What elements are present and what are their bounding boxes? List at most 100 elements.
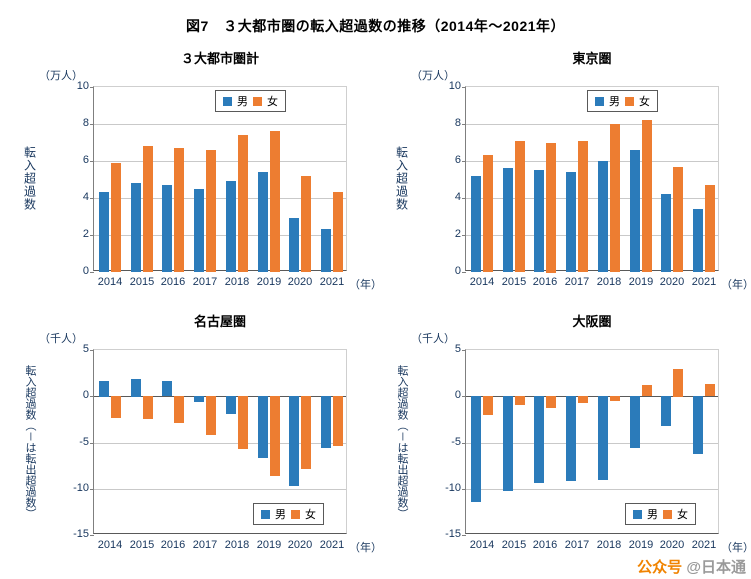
bar-female-2015: [143, 396, 153, 419]
y-tick-mark: [462, 443, 466, 444]
x-tick-label: 2016: [532, 276, 558, 288]
watermark-handle: @日本通: [686, 559, 746, 576]
y-tick-mark: [462, 124, 466, 125]
bar-female-2020: [673, 369, 683, 397]
x-tick-label: 2015: [501, 539, 527, 551]
bar-male-2016: [162, 381, 172, 396]
bar-female-2016: [546, 396, 556, 408]
y-axis-label-wrap: 転入超過数: [17, 86, 43, 271]
x-tick-label: 2014: [469, 539, 495, 551]
y-tick-label: 0: [454, 265, 461, 277]
y-axis-unit-label: （万人）: [39, 70, 83, 82]
y-tick-label: 4: [454, 191, 461, 203]
zero-line: [94, 396, 346, 397]
x-tick-label: 2017: [192, 539, 218, 551]
bar-female-2018: [238, 396, 248, 449]
bar-female-2016: [174, 148, 184, 272]
y-tick-label: 5: [82, 343, 89, 355]
bar-male-2019: [630, 150, 640, 272]
plot-area: （年） 0 2 4 6 8 10 2014 2015 2016 2017 2018 2019 2020 2…: [77, 80, 382, 291]
x-tick-label: 2020: [659, 276, 685, 288]
y-tick-mark: [90, 396, 94, 397]
y-axis-label-wrap: 転入超過数: [389, 86, 415, 271]
y-tick-label: 0: [82, 265, 89, 277]
y-axis-label: 転入超過数（－は転出超過数）: [24, 364, 36, 519]
y-tick-mark: [462, 235, 466, 236]
gridline: [466, 489, 718, 490]
y-tick-label: 4: [82, 191, 89, 203]
bar-female-2014: [111, 396, 121, 418]
y-tick-label: 6: [454, 154, 461, 166]
bar-male-2015: [131, 379, 141, 397]
y-tick-label: 2: [454, 228, 461, 240]
x-tick-label: 2020: [287, 539, 313, 551]
female-legend-label: 女: [305, 509, 316, 521]
y-tick-label: -15: [445, 528, 461, 540]
y-tick-label: 10: [76, 80, 89, 92]
male-legend-label: 男: [237, 96, 248, 108]
bar-male-2018: [226, 396, 236, 414]
bar-female-2018: [238, 135, 248, 272]
chart-title: 大阪圏: [572, 314, 612, 329]
zero-line: [466, 396, 718, 397]
bar-male-2014: [99, 381, 109, 397]
x-axis-unit-label: （年）: [349, 542, 382, 554]
plot-area: （年） 0 2 4 6 8 10 2014 2015 2016 2017 2018 2019 2020 2…: [449, 80, 751, 291]
legend: 男 女: [587, 90, 658, 112]
female-legend-swatch: [291, 509, 300, 519]
y-tick-label: 6: [82, 154, 89, 166]
female-legend-label: 女: [639, 96, 650, 108]
bar-female-2019: [642, 120, 652, 272]
y-tick-label: -10: [445, 482, 461, 494]
chart-nagoya-area: 名古屋圏 （千人） 転入超過数（－は転出超過数） （年） -15 -10 -5 0 5 2…: [3, 309, 382, 564]
x-tick-label: 2014: [97, 539, 123, 551]
y-tick-label: 0: [82, 389, 89, 401]
y-tick-label: 0: [454, 389, 461, 401]
female-legend-label: 女: [677, 509, 688, 521]
bar-female-2015: [515, 396, 525, 405]
x-tick-label: 2019: [256, 276, 282, 288]
x-tick-label: 2021: [319, 539, 345, 551]
x-tick-label: 2015: [501, 276, 527, 288]
y-tick-mark: [90, 161, 94, 162]
legend: 男 女: [253, 503, 324, 525]
gridline: [94, 124, 346, 125]
x-tick-label: 2018: [224, 276, 250, 288]
bar-male-2016: [162, 185, 172, 272]
x-tick-label: 2021: [691, 276, 717, 288]
bar-female-2017: [206, 150, 216, 272]
male-legend-swatch: [223, 96, 232, 106]
bar-female-2021: [333, 192, 343, 272]
y-tick-label: 10: [448, 80, 461, 92]
y-axis-label: 転入超過数: [394, 146, 409, 211]
x-tick-label: 2019: [256, 539, 282, 551]
bar-male-2015: [503, 168, 513, 272]
bar-male-2020: [661, 396, 671, 426]
y-tick-mark: [90, 489, 94, 490]
x-tick-label: 2018: [224, 539, 250, 551]
gridline: [466, 198, 718, 199]
bar-male-2017: [566, 172, 576, 272]
bar-female-2015: [143, 146, 153, 272]
bar-male-2015: [131, 183, 141, 272]
male-legend-swatch: [595, 96, 604, 106]
x-tick-label: 2017: [564, 539, 590, 551]
male-legend-swatch: [633, 509, 642, 519]
bar-female-2019: [270, 396, 280, 476]
x-axis-unit-label: （年）: [349, 279, 382, 291]
gridline: [94, 489, 346, 490]
x-axis-unit-label: （年）: [721, 542, 751, 554]
x-tick-label: 2021: [319, 276, 345, 288]
chart-osaka-area: 大阪圏 （千人） 転入超過数（－は転出超過数） （年） -15 -10 -5 0 5 20…: [375, 309, 751, 564]
bar-female-2015: [515, 141, 525, 272]
female-legend-swatch: [253, 96, 262, 106]
bar-male-2020: [289, 396, 299, 486]
gridline: [94, 443, 346, 444]
bar-male-2018: [598, 396, 608, 480]
y-tick-mark: [462, 161, 466, 162]
x-tick-label: 2019: [628, 539, 654, 551]
x-tick-label: 2016: [532, 539, 558, 551]
y-tick-label: -10: [73, 482, 89, 494]
legend: 男 女: [625, 503, 696, 525]
charts-grid: ３大都市圏計 （万人） 転入超過数 （年） 0 2 4 6 8 10 2014 2015 201…: [3, 46, 751, 564]
